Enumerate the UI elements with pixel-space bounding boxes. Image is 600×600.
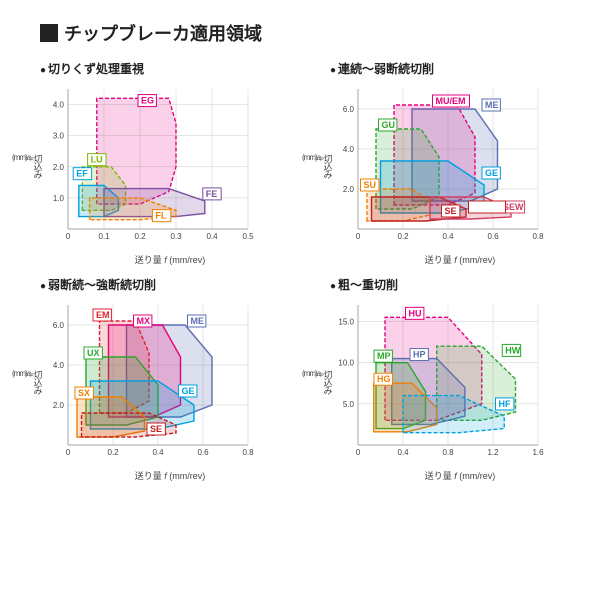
y-axis-label: 切込みaₚ(mm) xyxy=(302,154,332,178)
x-axis-label: 送り量 f (mm/rev) xyxy=(40,253,300,266)
svg-text:6.0: 6.0 xyxy=(53,321,65,330)
y-axis-label: 切込みaₚ(mm) xyxy=(12,154,42,178)
panel-title: 弱断続～強断続切削 xyxy=(40,276,300,293)
svg-text:0.4: 0.4 xyxy=(442,232,454,241)
region-label-SE: SE xyxy=(445,206,457,216)
title-text: チップブレーカ適用領域 xyxy=(64,20,262,46)
svg-text:0: 0 xyxy=(356,448,361,457)
svg-text:0.8: 0.8 xyxy=(242,448,254,457)
region-label-FE: FE xyxy=(206,189,218,199)
svg-text:5.0: 5.0 xyxy=(343,400,355,409)
region-label-ME: ME xyxy=(191,316,205,326)
x-axis-label: 送り量 f (mm/rev) xyxy=(40,469,300,482)
region-label-GE: GE xyxy=(485,168,498,178)
svg-text:0.6: 0.6 xyxy=(197,448,209,457)
svg-text:0.2: 0.2 xyxy=(107,448,119,457)
svg-text:1.6: 1.6 xyxy=(532,448,544,457)
panel-title: 切りくず処理重視 xyxy=(40,60,300,77)
svg-text:0.4: 0.4 xyxy=(206,232,218,241)
svg-text:0.8: 0.8 xyxy=(442,448,454,457)
region-label-MP: MP xyxy=(377,351,391,361)
chart-wrap: 切込みaₚ(mm)00.20.40.60.82.04.06.0MEMXEMUXG… xyxy=(40,297,300,467)
chart-panel: 切りくず処理重視切込みaₚ(mm)00.10.20.30.40.51.02.03… xyxy=(40,60,300,266)
chart-svg: 0 0.1 0.2 0.3 0.4 0.5 1.0 2.0 3.0 4.0 EG LUEF FE FL xyxy=(40,81,260,251)
svg-text:0.4: 0.4 xyxy=(397,448,409,457)
region-label-FL: FL xyxy=(155,211,166,221)
region-label-UX: UX xyxy=(87,348,100,358)
svg-text:0: 0 xyxy=(66,448,71,457)
region-label-EG: EG xyxy=(141,96,154,106)
svg-text:0.2: 0.2 xyxy=(397,232,409,241)
svg-text:2.0: 2.0 xyxy=(53,401,65,410)
x-axis-label: 送り量 f (mm/rev) xyxy=(330,253,590,266)
svg-text:10.0: 10.0 xyxy=(338,359,354,368)
region-label-HP: HP xyxy=(413,350,426,360)
svg-text:15.0: 15.0 xyxy=(338,317,354,326)
region-label-SEW: SEW xyxy=(503,202,524,212)
chart-panel: 連続～弱断続切削切込みaₚ(mm)00.20.40.60.82.04.06.0M… xyxy=(330,60,590,266)
chart-wrap: 切込みaₚ(mm)00.10.20.30.40.51.02.03.04.0EGL… xyxy=(40,81,300,251)
chart-panel: 粗～重切削切込みaₚ(mm)00.40.81.21.65.010.015.0HU… xyxy=(330,276,590,482)
region-label-MU/EM: MU/EM xyxy=(436,96,466,106)
svg-text:2.0: 2.0 xyxy=(343,185,355,194)
title-square-icon xyxy=(40,24,58,42)
svg-text:1.2: 1.2 xyxy=(487,448,499,457)
region-label-ME: ME xyxy=(485,100,499,110)
region-label-EF: EF xyxy=(76,169,88,179)
region-label-Wiper: Wiper xyxy=(472,202,497,212)
svg-text:3.0: 3.0 xyxy=(53,132,65,141)
chart-panel: 弱断続～強断続切削切込みaₚ(mm)00.20.40.60.82.04.06.0… xyxy=(40,276,300,482)
region-label-SX: SX xyxy=(78,388,90,398)
chart-grid: 切りくず処理重視切込みaₚ(mm) 0 0.1 0.2 0.3 0.4 0.5 1.0 2.0 3… xyxy=(40,60,590,482)
chart-wrap: 切込みaₚ(mm)00.20.40.60.82.04.06.0MEMU/EMGU… xyxy=(330,81,590,251)
chart-svg: 0 0.4 0.8 1.2 1.6 5.0 10.0 15.0 HU HW HP MP HG HF xyxy=(330,297,550,467)
chart-svg: 0 0.2 0.4 0.6 0.8 2.0 4.0 6.0 ME MX EM UX GE SX SE xyxy=(40,297,260,467)
y-axis-label: 切込みaₚ(mm) xyxy=(302,370,332,394)
region-label-EM: EM xyxy=(96,310,110,320)
svg-text:0: 0 xyxy=(66,232,71,241)
y-axis-label: 切込みaₚ(mm) xyxy=(12,370,42,394)
svg-text:0.1: 0.1 xyxy=(98,232,110,241)
panel-title: 粗～重切削 xyxy=(330,276,590,293)
svg-text:0.4: 0.4 xyxy=(152,448,164,457)
svg-text:2.0: 2.0 xyxy=(53,163,65,172)
region-label-HW: HW xyxy=(505,345,520,355)
x-axis-label: 送り量 f (mm/rev) xyxy=(330,469,590,482)
region-label-SE: SE xyxy=(150,424,162,434)
region-label-MX: MX xyxy=(137,316,151,326)
svg-text:0: 0 xyxy=(356,232,361,241)
svg-text:0.6: 0.6 xyxy=(487,232,499,241)
panel-title: 連続～弱断続切削 xyxy=(330,60,590,77)
chart-wrap: 切込みaₚ(mm)00.40.81.21.65.010.015.0HUHWHPM… xyxy=(330,297,590,467)
svg-text:4.0: 4.0 xyxy=(53,361,65,370)
chart-svg: 0 0.2 0.4 0.6 0.8 2.0 4.0 6.0 ME MU/EM GU GE SU SE SEW… xyxy=(330,81,550,251)
region-label-GE: GE xyxy=(182,386,195,396)
region-label-HU: HU xyxy=(409,308,422,318)
region-label-HG: HG xyxy=(377,374,391,384)
svg-text:1.0: 1.0 xyxy=(53,194,65,203)
svg-text:4.0: 4.0 xyxy=(53,101,65,110)
svg-text:0.8: 0.8 xyxy=(532,232,544,241)
svg-text:6.0: 6.0 xyxy=(343,105,355,114)
svg-text:0.2: 0.2 xyxy=(134,232,146,241)
region-label-SU: SU xyxy=(364,180,377,190)
region-label-HF: HF xyxy=(499,399,511,409)
main-title: チップブレーカ適用領域 xyxy=(40,20,590,46)
svg-text:0.3: 0.3 xyxy=(170,232,182,241)
region-label-GU: GU xyxy=(382,120,396,130)
svg-text:4.0: 4.0 xyxy=(343,145,355,154)
region-label-LU: LU xyxy=(91,155,103,165)
svg-text:0.5: 0.5 xyxy=(242,232,254,241)
